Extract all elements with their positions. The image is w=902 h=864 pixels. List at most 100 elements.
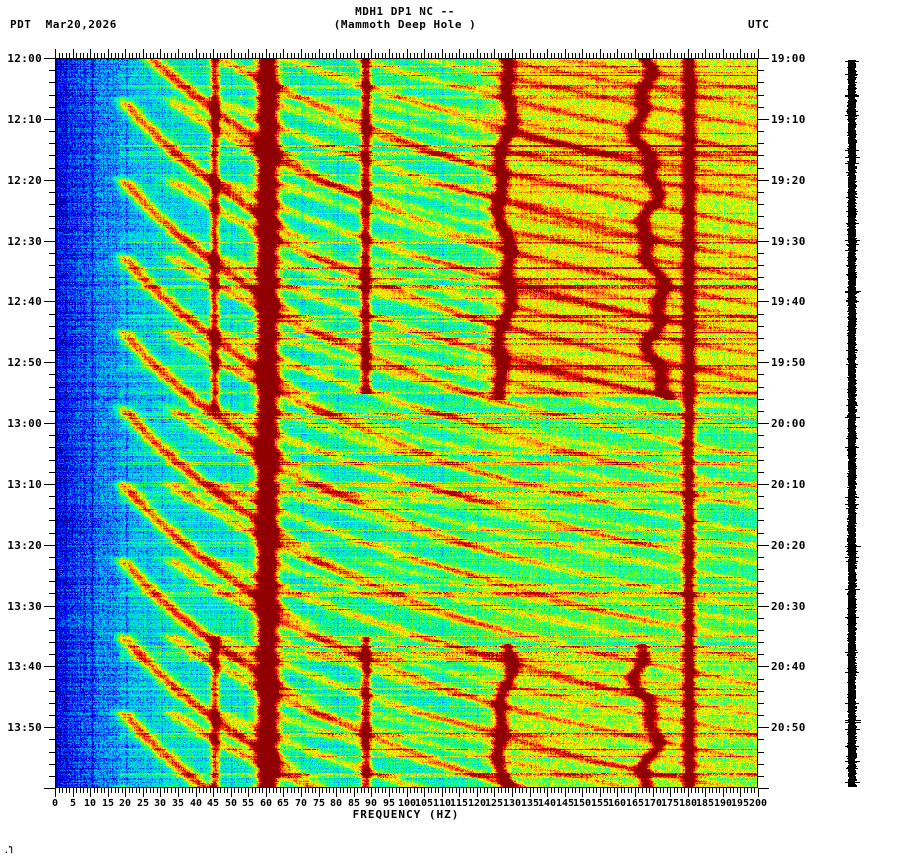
freq-tick-minor [403, 788, 404, 793]
freq-tick-minor-top [684, 53, 685, 58]
freq-tick-major [635, 788, 636, 797]
freq-tick-minor [375, 788, 376, 793]
freq-tick-minor [603, 788, 604, 793]
time-tick-minor-left [49, 95, 55, 96]
freq-tick-minor-top [287, 53, 288, 58]
freq-tick-minor [80, 788, 81, 793]
freq-label: 190 [713, 798, 733, 809]
freq-tick-minor [487, 788, 488, 793]
time-tick-minor-left [49, 496, 55, 497]
time-tick-minor-right [758, 95, 764, 96]
freq-label: 170 [643, 798, 663, 809]
trace-image [845, 60, 861, 787]
time-tick-minor-left [49, 131, 55, 132]
freq-tick-minor [357, 788, 358, 793]
freq-tick-major [354, 788, 355, 797]
freq-tick-minor-top [522, 53, 523, 58]
freq-tick-minor-top [291, 53, 292, 58]
freq-tick-major-top [600, 49, 601, 58]
freq-label: 70 [294, 798, 308, 809]
freq-tick-major-top [688, 49, 689, 58]
freq-tick-minor-top [719, 53, 720, 58]
freq-tick-minor-top [754, 53, 755, 58]
freq-tick-minor [726, 788, 727, 793]
freq-tick-minor-top [737, 53, 738, 58]
freq-tick-minor-top [674, 53, 675, 58]
time-label-local: 13:50 [7, 721, 42, 734]
freq-tick-minor [129, 788, 130, 793]
time-tick-minor-left [49, 460, 55, 461]
freq-tick-minor [684, 788, 685, 793]
freq-tick-minor-top [305, 53, 306, 58]
freq-tick-minor [744, 788, 745, 793]
time-label-local: 13:00 [7, 417, 42, 430]
time-tick-minor-right [758, 447, 764, 448]
freq-tick-major [512, 788, 513, 797]
time-label-utc: 20:20 [771, 539, 806, 552]
freq-tick-minor [234, 788, 235, 793]
time-tick-major-left [44, 180, 55, 181]
time-label-local: 13:10 [7, 478, 42, 491]
spectrogram-plot[interactable] [55, 58, 758, 788]
freq-tick-minor-top [150, 53, 151, 58]
time-tick-major-left [44, 301, 55, 302]
freq-tick-minor-top [87, 53, 88, 58]
time-tick-minor-left [49, 168, 55, 169]
freq-tick-minor [312, 788, 313, 793]
freq-tick-minor-top [378, 53, 379, 58]
freq-tick-major-top [354, 49, 355, 58]
time-tick-minor-left [49, 70, 55, 71]
time-label-local: 12:50 [7, 356, 42, 369]
freq-tick-minor [435, 788, 436, 793]
time-tick-minor-left [49, 654, 55, 655]
freq-tick-minor-top [589, 53, 590, 58]
freq-tick-minor-top [132, 53, 133, 58]
time-tick-minor-left [49, 204, 55, 205]
freq-tick-minor [709, 788, 710, 793]
time-tick-minor-right [758, 508, 764, 509]
freq-tick-major-top [55, 49, 56, 58]
freq-tick-minor-top [428, 53, 429, 58]
freq-tick-minor [544, 788, 545, 793]
time-tick-minor-left [49, 277, 55, 278]
freq-tick-minor-top [730, 53, 731, 58]
freq-label: 125 [484, 798, 504, 809]
freq-tick-minor-top [157, 53, 158, 58]
freq-tick-minor [262, 788, 263, 793]
freq-tick-major-top [231, 49, 232, 58]
freq-tick-minor-top [515, 53, 516, 58]
freq-tick-minor-top [171, 53, 172, 58]
freq-tick-minor [378, 788, 379, 793]
freq-tick-minor [269, 788, 270, 793]
time-tick-major-left [44, 362, 55, 363]
freq-tick-minor-top [466, 53, 467, 58]
time-tick-minor-left [49, 435, 55, 436]
freq-tick-minor-top [712, 53, 713, 58]
freq-tick-major-top [283, 49, 284, 58]
freq-label: 5 [69, 798, 77, 809]
freq-tick-major [459, 788, 460, 797]
freq-tick-minor-top [347, 53, 348, 58]
freq-tick-minor [385, 788, 386, 793]
freq-tick-major [494, 788, 495, 797]
time-label-utc: 19:10 [771, 113, 806, 126]
freq-tick-major [705, 788, 706, 797]
freq-tick-minor-top [69, 53, 70, 58]
time-tick-minor-right [758, 435, 764, 436]
freq-tick-major-top [389, 49, 390, 58]
freq-tick-minor-top [136, 53, 137, 58]
freq-tick-minor-top [333, 53, 334, 58]
freq-label: 130 [502, 798, 522, 809]
freq-tick-minor-top [182, 53, 183, 58]
freq-tick-minor [101, 788, 102, 793]
freq-tick-minor-top [227, 53, 228, 58]
freq-tick-major-top [565, 49, 566, 58]
freq-tick-minor-top [104, 53, 105, 58]
freq-tick-minor [747, 788, 748, 793]
freq-tick-minor-top [561, 53, 562, 58]
freq-label: 0 [51, 798, 59, 809]
freq-tick-minor-top [663, 53, 664, 58]
freq-tick-minor-top [146, 53, 147, 58]
freq-label: 200 [748, 798, 768, 809]
freq-tick-minor-top [414, 53, 415, 58]
